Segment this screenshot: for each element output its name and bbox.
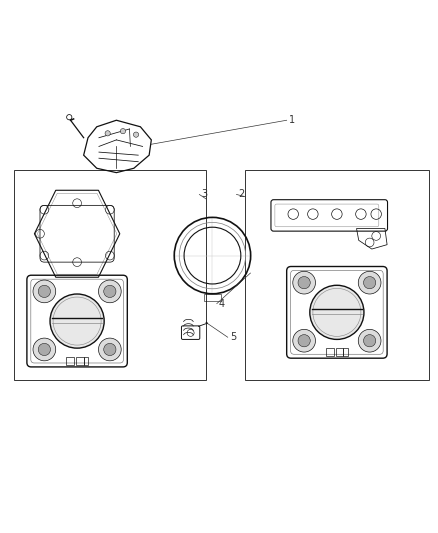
- Circle shape: [293, 329, 315, 352]
- Text: 5: 5: [230, 332, 236, 342]
- Circle shape: [298, 335, 310, 347]
- Text: 2: 2: [239, 189, 245, 199]
- Circle shape: [33, 280, 56, 303]
- Circle shape: [298, 277, 310, 289]
- Circle shape: [364, 335, 376, 347]
- Circle shape: [33, 338, 56, 361]
- Circle shape: [99, 338, 121, 361]
- Circle shape: [104, 343, 116, 356]
- Circle shape: [310, 285, 364, 340]
- Circle shape: [364, 277, 376, 289]
- Circle shape: [358, 329, 381, 352]
- Circle shape: [358, 271, 381, 294]
- Circle shape: [293, 271, 315, 294]
- Text: 3: 3: [201, 189, 208, 199]
- Text: 1: 1: [289, 115, 295, 125]
- Circle shape: [38, 343, 50, 356]
- Circle shape: [104, 285, 116, 297]
- Text: 4: 4: [219, 298, 225, 309]
- Circle shape: [120, 128, 126, 134]
- Circle shape: [50, 294, 104, 348]
- Circle shape: [105, 131, 110, 136]
- Circle shape: [99, 280, 121, 303]
- Circle shape: [38, 285, 50, 297]
- Circle shape: [134, 132, 139, 138]
